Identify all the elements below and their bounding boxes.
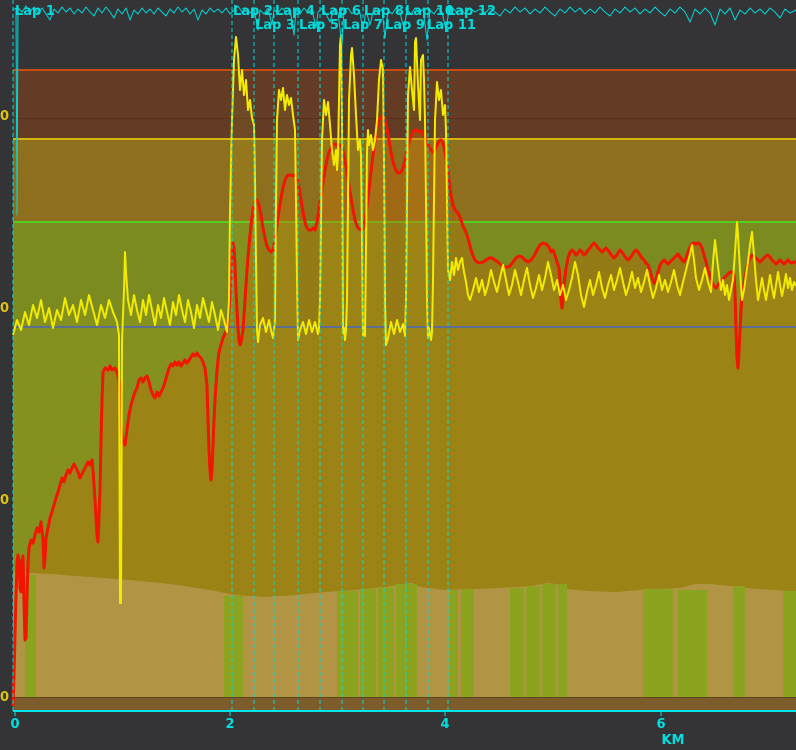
y-axis-tick-label: 0: [0, 109, 9, 124]
lap-label-2[interactable]: Lap 2: [233, 4, 273, 19]
series-cyan-top-line: [12, 5, 796, 216]
highlight-bar: [450, 590, 458, 698]
y-axis-tick-label: 0: [0, 301, 9, 316]
highlight-bar: [25, 575, 36, 698]
x-axis-tick-label: 2: [225, 717, 234, 732]
lap-label-6[interactable]: Lap 6: [321, 4, 361, 19]
red-series-fill: [13, 117, 796, 711]
y-axis-tick-label: 0: [0, 493, 9, 508]
highlight-bar: [360, 589, 376, 698]
lap-label-5[interactable]: Lap 5: [299, 18, 339, 33]
x-axis-tick-label: 6: [656, 717, 665, 732]
zone-band-1: [13, 70, 796, 139]
lap-label-7[interactable]: Lap 7: [343, 18, 383, 33]
highlight-bar: [733, 586, 745, 698]
x-axis-tick-label: 0: [10, 717, 19, 732]
strip-edge: [13, 697, 796, 698]
highlight-bar: [558, 584, 567, 698]
lap-label-12[interactable]: Lap 12: [447, 4, 496, 19]
bottom-strip: [13, 698, 796, 710]
yellow-series-fill: [13, 35, 796, 711]
series-yellow-line: [12, 34, 796, 604]
highlight-bar: [643, 589, 673, 698]
lap-label-4[interactable]: Lap 4: [275, 4, 315, 19]
lap-label-11[interactable]: Lap 11: [427, 18, 476, 33]
highlight-bar: [378, 587, 394, 698]
highlight-bar: [461, 589, 474, 698]
highlight-bar: [337, 591, 358, 698]
highlight-bar: [542, 584, 556, 698]
lap-label-8[interactable]: Lap 8: [364, 4, 404, 19]
lap-label-1[interactable]: Lap 1: [15, 4, 55, 19]
x-axis-unit-label: KM: [661, 733, 684, 748]
x-axis-tick-label: 4: [440, 717, 449, 732]
highlight-bar: [678, 590, 707, 698]
lap-label-3[interactable]: Lap 3: [255, 18, 295, 33]
lap-label-10[interactable]: Lap 10: [405, 4, 454, 19]
zone-seam: [13, 118, 796, 119]
highlight-bar: [526, 586, 540, 698]
lap-label-9[interactable]: Lap 9: [385, 18, 425, 33]
highlight-bar: [783, 591, 796, 698]
y-axis-tick-label: 0: [0, 690, 9, 705]
zone-band-2: [13, 139, 796, 222]
highlight-bar: [510, 588, 524, 698]
highlight-bar: [224, 596, 243, 698]
